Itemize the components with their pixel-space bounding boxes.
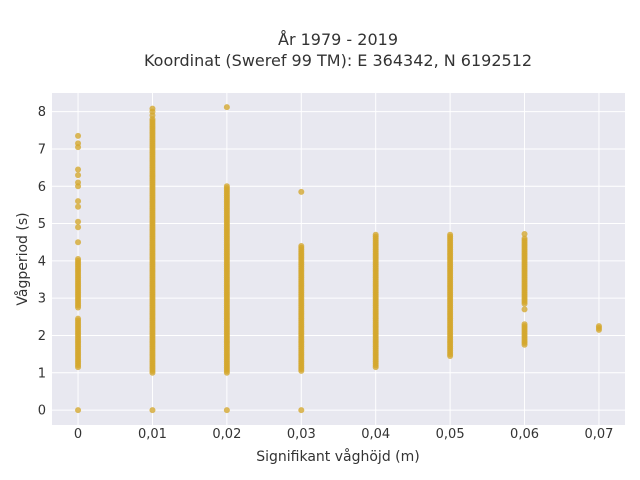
data-point [595,323,602,330]
data-points [75,104,602,414]
data-point [75,224,82,231]
y-axis-ticks: 0 1 2 3 4 5 6 7 8 [38,105,46,418]
data-point [149,407,156,414]
x-tick-label: 0,04 [361,427,390,442]
x-axis-ticks: 0 0,01 0,02 0,03 0,04 0,05 0,06 0,07 [74,427,614,442]
data-point [223,183,230,190]
y-tick-label: 5 [38,217,46,232]
data-point [75,198,82,205]
data-point [521,235,528,242]
chart-subtitle: Koordinat (Sweref 99 TM): E 364342, N 61… [144,51,532,70]
y-tick-label: 6 [38,180,46,195]
data-point [75,140,82,147]
data-point [75,172,82,179]
data-point [372,231,379,238]
x-tick-label: 0,05 [436,427,465,442]
data-point [447,231,454,238]
y-tick-label: 3 [38,292,46,307]
data-point [75,256,82,262]
data-point [75,203,82,210]
data-point [298,188,305,195]
data-point [75,239,82,246]
plot-background [52,93,625,425]
y-tick-label: 0 [38,404,46,419]
chart-title: År 1979 - 2019 [278,30,398,49]
x-tick-label: 0,03 [287,427,316,442]
y-tick-label: 1 [38,366,46,381]
y-tick-label: 8 [38,105,46,120]
data-point [75,132,82,139]
data-point [75,179,82,186]
x-tick-label: 0,07 [584,427,613,442]
data-point [75,407,82,414]
x-tick-label: 0,06 [510,427,539,442]
y-axis-label: Vågperiod (s) [14,212,31,305]
data-point [521,306,528,313]
data-point [521,231,528,238]
data-point [223,104,230,111]
data-point [75,315,82,322]
data-point [75,218,82,225]
x-tick-label: 0,01 [138,427,167,442]
data-point [521,321,528,328]
y-tick-label: 4 [38,254,46,269]
y-tick-label: 7 [38,142,46,157]
x-tick-label: 0,02 [212,427,241,442]
data-point [149,105,156,112]
y-tick-label: 2 [38,329,46,344]
data-point [298,242,305,249]
x-axis-label: Signifikant våghöjd (m) [256,448,419,465]
x-tick-label: 0 [74,427,82,442]
data-point [298,407,305,414]
data-point [223,407,230,414]
data-point [75,166,82,173]
